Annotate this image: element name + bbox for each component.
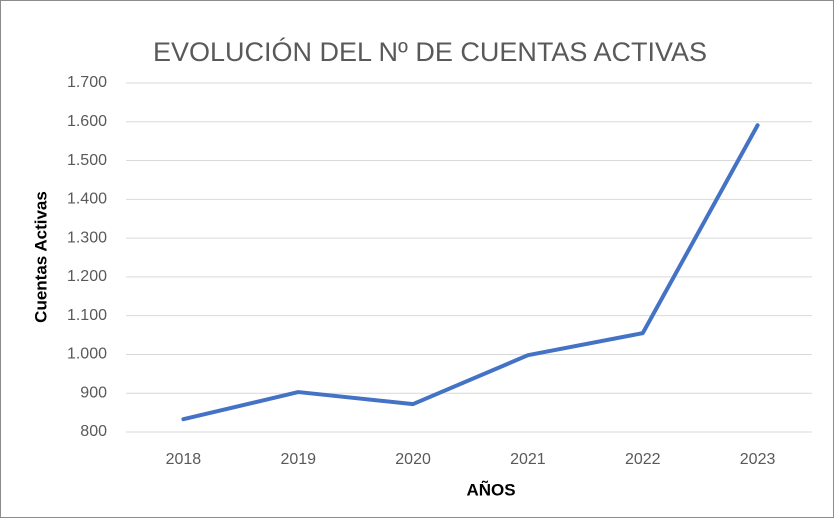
y-axis-title: Cuentas Activas (31, 191, 50, 323)
y-tick-label: 1.100 (67, 307, 107, 324)
x-tick-label: 2019 (280, 451, 316, 468)
y-tick-label: 1.300 (67, 229, 107, 246)
y-tick-label: 900 (80, 384, 107, 401)
x-axis-title: AÑOS (466, 479, 515, 499)
data-line (181, 123, 760, 422)
y-tick-label: 1.500 (67, 152, 107, 169)
x-tick-label: 2020 (395, 451, 431, 468)
x-tick-label: 2018 (166, 451, 202, 468)
y-tick-label: 1.700 (67, 74, 107, 91)
y-tick-label: 800 (80, 423, 107, 440)
y-tick-label: 1.200 (67, 268, 107, 285)
y-tick-label: 1.600 (67, 113, 107, 130)
x-tick-label: 2021 (510, 451, 546, 468)
x-tick-label: 2022 (625, 451, 661, 468)
y-tick-label: 1.400 (67, 191, 107, 208)
chart-title: EVOLUCIÓN DEL Nº DE CUENTAS ACTIVAS (153, 36, 707, 67)
y-tick-label: 1.000 (67, 346, 107, 363)
x-tick-label: 2023 (740, 451, 776, 468)
